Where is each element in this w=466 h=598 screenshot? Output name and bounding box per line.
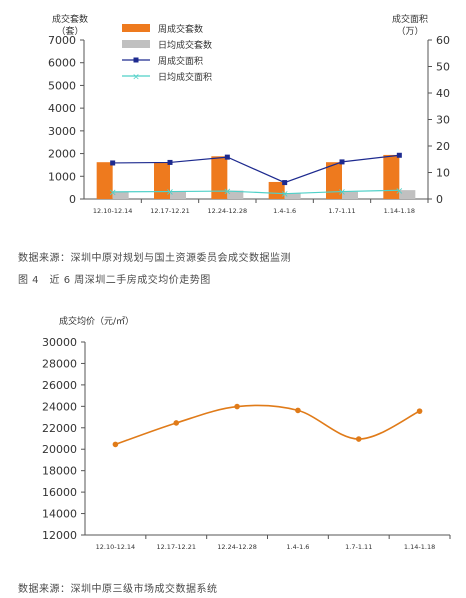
left-axis-tick-label: 2000 — [48, 148, 76, 161]
point-average-price — [295, 407, 301, 414]
x-axis-tick-label: 1.4-1.6 — [273, 207, 296, 215]
figure-4-caption: 图 4 近 6 周深圳二手房成交均价走势图 — [18, 275, 211, 286]
legend-marker-daily-area: × — [132, 73, 140, 83]
point-daily-area: × — [338, 187, 346, 198]
point-weekly-area — [224, 154, 230, 160]
left-axis-tick-label: 1000 — [48, 170, 76, 183]
y-axis-tick-label: 12000 — [42, 529, 77, 542]
left-axis-tick-label: 5000 — [48, 79, 76, 92]
legend: 周成交套数 日均成交套数 周成交面积 × 日均成交面积 — [122, 23, 212, 83]
x-axis-tick-label: 12.17-12.21 — [150, 207, 190, 215]
source-note-1: 数据来源：深圳中原对规划与国土资源委员会成交数据监测 — [18, 253, 291, 264]
left-axis-title-line1: 成交套数 — [52, 13, 88, 25]
legend-swatch-weekly-units — [122, 24, 150, 32]
right-axis-tick-label: 60 — [436, 34, 450, 47]
left-axis-tick-label: 6000 — [48, 57, 76, 70]
y-axis-tick-label: 26000 — [42, 379, 77, 392]
right-axis-tick-label: 20 — [436, 140, 450, 153]
right-axis-title-line2: （万） — [396, 26, 423, 37]
left-axis-tick-label: 4000 — [48, 102, 76, 115]
point-weekly-area — [339, 159, 345, 165]
x-axis-tick-label: 12.10-12.14 — [93, 207, 133, 215]
line-daily-area — [112, 189, 400, 195]
bar-daily-units — [284, 193, 301, 199]
point-daily-area: × — [223, 187, 231, 198]
point-daily-area: × — [166, 187, 174, 198]
y-axis-tick-label: 30000 — [42, 336, 77, 349]
weekly-volume-area-chart: 成交套数 （套） 成交面积 （万） 0 1000 2000 3000 4000 5000 6… — [48, 13, 450, 215]
left-axis-tick-label: 7000 — [48, 34, 76, 47]
bar-weekly-units — [326, 162, 342, 199]
bar-daily-units — [227, 190, 244, 199]
point-daily-area: × — [280, 189, 288, 200]
legend-label-weekly-area: 周成交面积 — [158, 55, 203, 67]
right-axis-tick-label: 50 — [436, 61, 450, 74]
right-axis-tick-label: 10 — [436, 167, 450, 180]
y-axis-tick-label: 28000 — [42, 357, 77, 370]
point-weekly-area — [110, 160, 116, 166]
bar-weekly-units — [211, 156, 228, 199]
line-weekly-area — [112, 154, 400, 184]
legend-swatch-daily-units — [122, 40, 150, 48]
bar-daily-units — [399, 190, 416, 199]
bar-daily-units — [170, 191, 186, 199]
bar-daily-units — [342, 191, 358, 199]
x-axis-tick-label: 1.4-1.6 — [286, 543, 309, 551]
x-axis-tick-label: 12.10-12.14 — [96, 543, 136, 551]
bar-weekly-units — [268, 181, 285, 199]
x-axis-tick-label: 12.24-12.28 — [217, 543, 257, 551]
y-axis-tick-label: 22000 — [42, 422, 77, 435]
bar-weekly-units — [96, 162, 113, 199]
bar-weekly-units — [154, 162, 170, 199]
left-axis-tick-label: 0 — [69, 193, 76, 206]
y-axis-title: 成交均价（元/㎡） — [59, 315, 134, 327]
y-axis-tick-label: 18000 — [42, 465, 77, 478]
legend-label-daily-area: 日均成交面积 — [158, 71, 212, 83]
average-price-line-chart: 成交均价（元/㎡） 12000 14000 16000 18000 20000 22000… — [42, 315, 451, 551]
left-axis-title-line2: （套） — [56, 25, 83, 37]
bar-daily-units — [112, 191, 129, 199]
y-axis-tick-label: 16000 — [42, 486, 77, 499]
right-axis-title-line1: 成交面积 — [392, 13, 428, 25]
point-average-price — [173, 420, 180, 426]
point-average-price — [355, 436, 362, 442]
legend-label-daily-units: 日均成交套数 — [158, 39, 212, 51]
source-note-2: 数据来源：深圳中原三级市场成交数据系统 — [18, 584, 218, 595]
x-axis-tick-label: 1.7-1.11 — [345, 543, 372, 551]
legend-marker-weekly-area — [133, 57, 139, 63]
point-weekly-area — [167, 159, 173, 165]
point-daily-area: × — [108, 187, 116, 198]
left-axis-tick-label: 3000 — [48, 125, 76, 138]
x-axis-tick-label: 1.14-1.18 — [384, 207, 415, 215]
right-axis-tick-label: 30 — [436, 114, 450, 127]
point-weekly-area — [396, 152, 402, 158]
y-axis-tick-label: 14000 — [42, 508, 77, 521]
bar-weekly-units — [383, 154, 400, 199]
x-axis-tick-label: 1.14-1.18 — [404, 543, 435, 551]
x-axis-tick-label: 12.17-12.21 — [156, 543, 196, 551]
point-daily-area: × — [395, 186, 403, 197]
point-average-price — [112, 441, 119, 448]
point-average-price — [416, 408, 423, 414]
line-average-price — [115, 404, 420, 446]
x-axis-tick-label: 12.24-12.28 — [208, 207, 248, 215]
point-weekly-area — [282, 180, 288, 186]
legend-label-weekly-units: 周成交套数 — [158, 23, 203, 35]
y-axis-tick-label: 24000 — [42, 400, 77, 413]
x-axis-tick-label: 1.7-1.11 — [328, 207, 355, 215]
y-axis-tick-label: 20000 — [42, 443, 77, 456]
right-axis-tick-label: 0 — [436, 193, 443, 206]
right-axis-tick-label: 40 — [436, 87, 450, 100]
point-average-price — [234, 403, 240, 410]
